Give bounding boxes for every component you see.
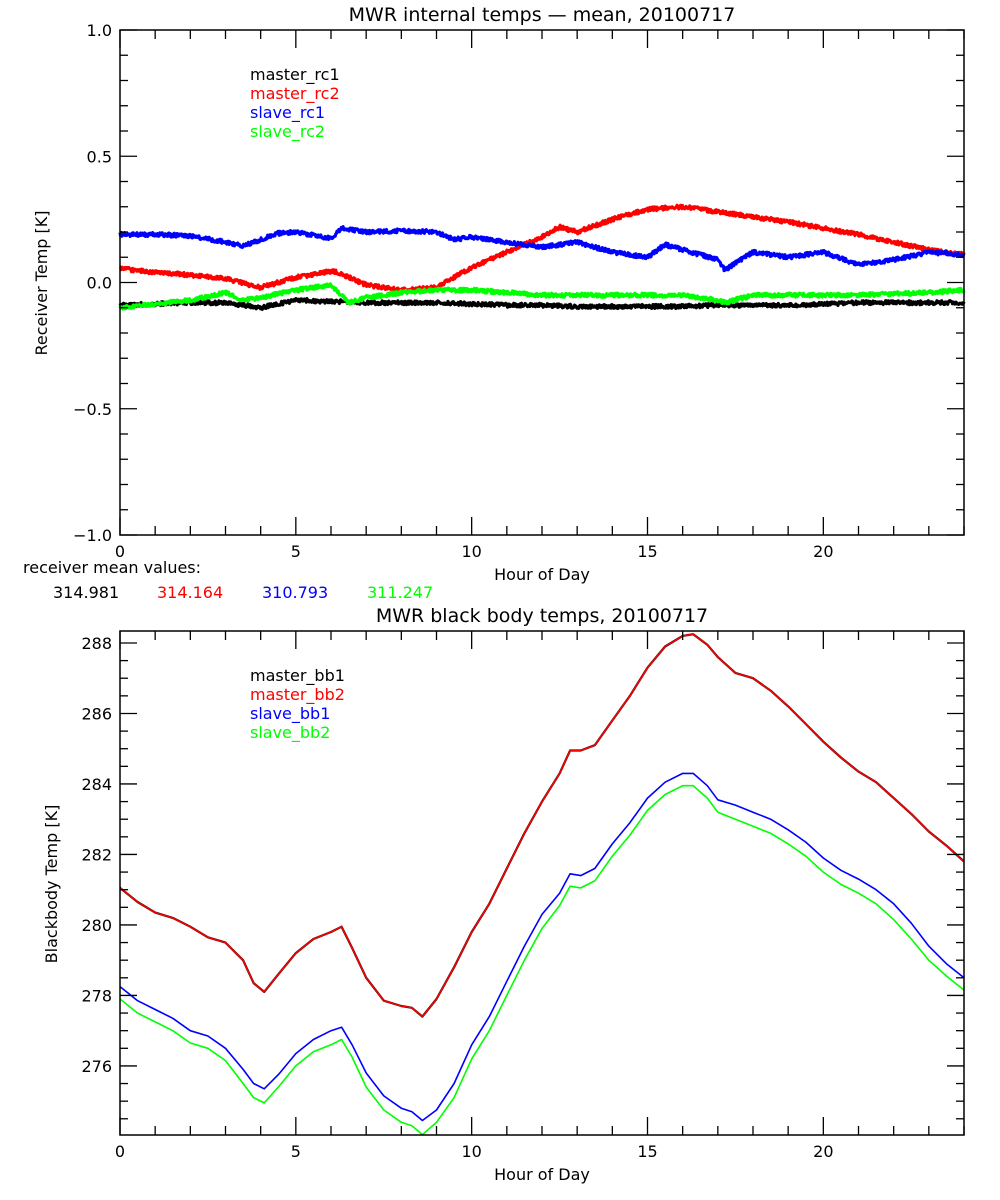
y-tick-label: −1.0 — [73, 526, 112, 545]
x-axis-label: Hour of Day — [494, 565, 590, 584]
x-tick-label: 20 — [813, 542, 833, 561]
plot-frame — [119, 630, 965, 1136]
series-line-slave-bb2 — [119, 784, 965, 1136]
y-tick-label: 0.5 — [87, 147, 112, 166]
legend-entry-master-bb2: master_bb2 — [250, 685, 345, 705]
blackbody-temp-chart: MWR black body temps, 20100717 0 5 10 15 20 2… — [42, 605, 965, 1184]
chart-title: MWR black body temps, 20100717 — [376, 605, 708, 627]
y-tick-label: 280 — [81, 916, 112, 935]
legend-entry-master-rc2: master_rc2 — [250, 84, 340, 104]
y-tick-label: −0.5 — [73, 400, 112, 419]
legend-entry-slave-rc2: slave_rc2 — [250, 122, 325, 142]
y-tick-label: 1.0 — [87, 21, 112, 40]
series-line-slave-rc2 — [118, 282, 966, 311]
mean-values-label: receiver mean values: — [23, 558, 201, 577]
y-tick-label: 278 — [81, 986, 112, 1005]
mean-value: 314.981 — [53, 583, 119, 602]
legend-entry-slave-rc1: slave_rc1 — [250, 103, 325, 123]
x-tick-label: 10 — [461, 542, 481, 561]
y-axis-label: Receiver Temp [K] — [32, 210, 51, 355]
x-tick-label: 15 — [637, 542, 657, 561]
y-tick-label: 286 — [81, 704, 112, 723]
series-line-master-bb2 — [119, 633, 965, 1018]
y-tick-label: 288 — [81, 634, 112, 653]
x-tick-label: 20 — [813, 1142, 833, 1161]
legend-entry-master-bb1: master_bb1 — [250, 666, 345, 686]
y-axis-label: Blackbody Temp [K] — [42, 805, 61, 964]
x-tick-label: 10 — [461, 1142, 481, 1161]
y-tick-label: 0.0 — [87, 274, 112, 293]
series-line-slave-rc1 — [118, 225, 966, 273]
tick-labels: 0 5 10 15 20 276 278 280 282 284 286 288 — [81, 634, 833, 1161]
mean-value: 310.793 — [262, 583, 328, 602]
series-group — [119, 633, 965, 1136]
series-line-slave-bb1 — [119, 772, 965, 1122]
y-tick-label: 276 — [81, 1057, 112, 1076]
x-tick-label: 5 — [291, 1142, 301, 1161]
tick-labels: 0 5 10 15 20 −1.0 −0.5 0.0 0.5 1.0 — [73, 21, 833, 561]
series-line-master-rc2 — [118, 203, 966, 294]
axis-ticks — [119, 631, 965, 1135]
legend-entry-slave-bb2: slave_bb2 — [250, 723, 330, 743]
chart-title: MWR internal temps — mean, 20100717 — [349, 4, 736, 26]
series-line-master-rc1 — [118, 297, 966, 311]
receiver-temp-chart: MWR internal temps — mean, 20100717 0 5 10… — [23, 4, 966, 602]
x-tick-label: 0 — [115, 1142, 125, 1161]
series-line-master-bb1 — [119, 633, 965, 1018]
mean-values: 314.981 314.164 310.793 311.247 — [53, 583, 433, 602]
y-tick-label: 284 — [81, 775, 112, 794]
axis-ticks — [119, 29, 965, 536]
x-tick-label: 5 — [291, 542, 301, 561]
series-group — [118, 203, 966, 311]
mean-value: 311.247 — [367, 583, 433, 602]
y-tick-label: 282 — [81, 845, 112, 864]
x-tick-label: 15 — [637, 1142, 657, 1161]
x-axis-label: Hour of Day — [494, 1165, 590, 1184]
legend-entry-slave-bb1: slave_bb1 — [250, 704, 330, 724]
legend-entry-master-rc1: master_rc1 — [250, 65, 340, 85]
mean-value: 314.164 — [157, 583, 223, 602]
x-tick-label: 0 — [115, 542, 125, 561]
